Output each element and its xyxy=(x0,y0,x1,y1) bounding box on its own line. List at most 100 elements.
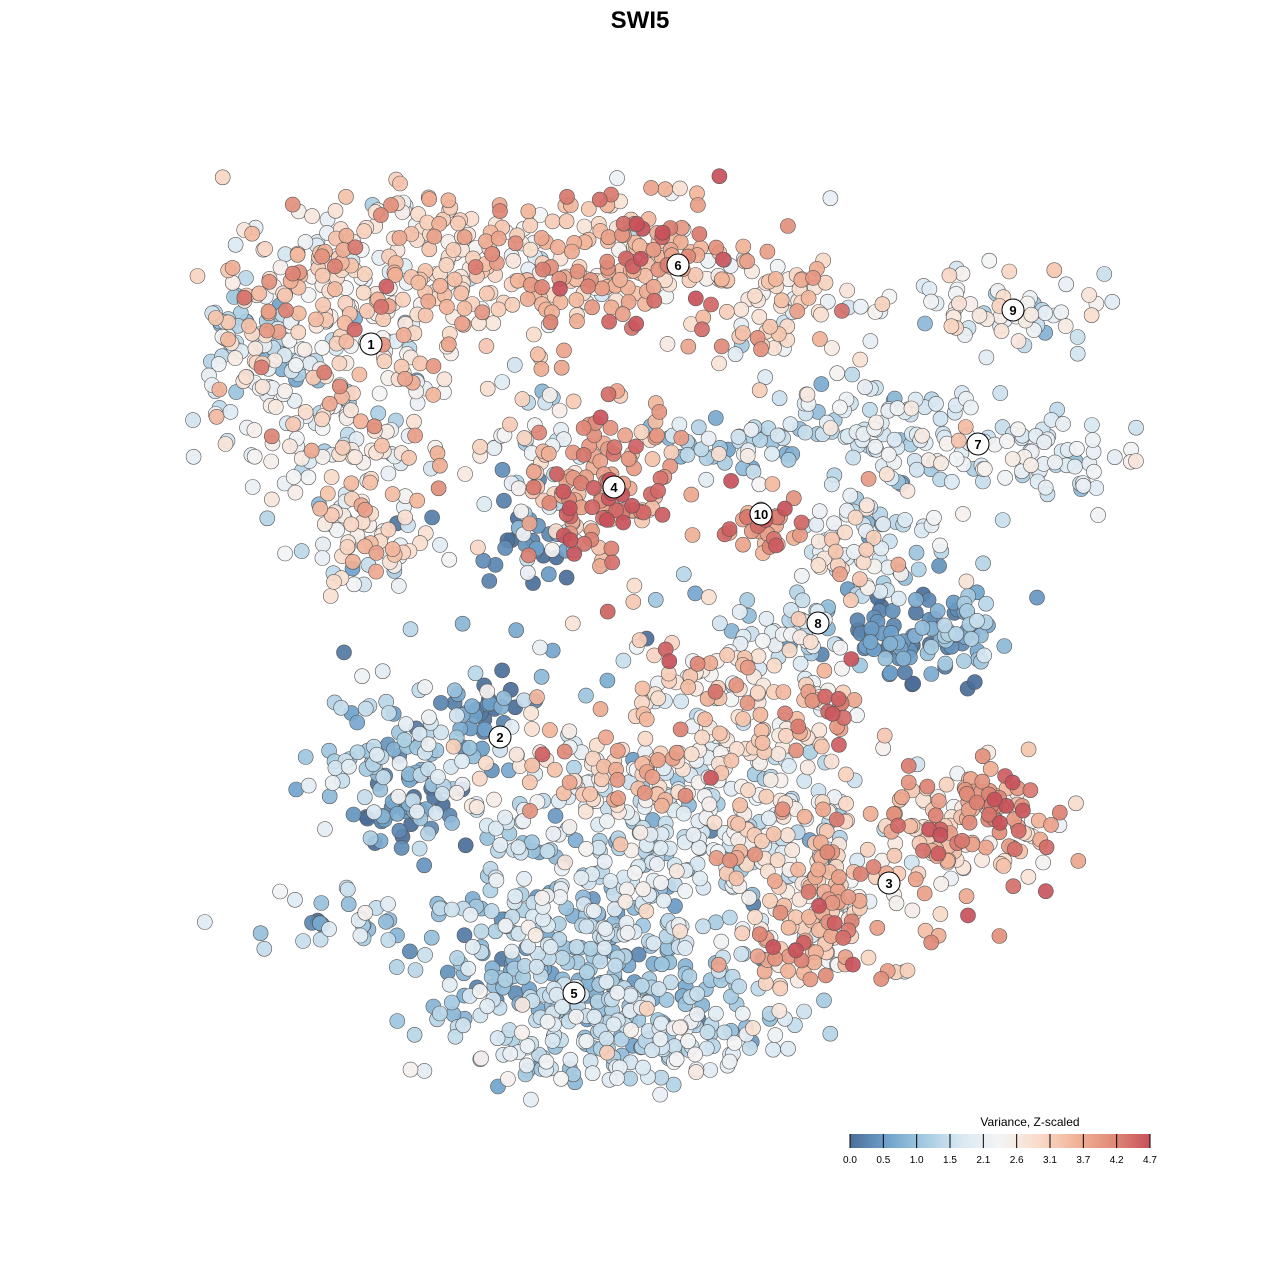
cell-point xyxy=(244,225,260,242)
cell-point xyxy=(612,271,628,288)
cell-point xyxy=(699,1024,716,1040)
cell-point xyxy=(539,1013,556,1030)
cell-point xyxy=(762,318,779,335)
cell-point xyxy=(747,846,763,863)
cell-point xyxy=(687,290,704,307)
cell-point xyxy=(766,657,783,674)
colorbar-tick-label: 4.7 xyxy=(1143,1155,1157,1166)
cell-point xyxy=(357,700,374,717)
cell-point xyxy=(454,615,471,632)
cell-point xyxy=(626,865,643,881)
cell-point xyxy=(407,427,423,444)
cell-point xyxy=(573,870,590,886)
cell-point xyxy=(932,410,949,427)
cell-point xyxy=(719,647,736,663)
cell-point xyxy=(976,647,993,664)
cell-point xyxy=(703,296,719,313)
cell-point xyxy=(932,906,949,922)
cell-point xyxy=(354,668,370,685)
cluster-label-1: 1 xyxy=(359,332,383,356)
cluster-badge xyxy=(602,475,626,499)
cluster-number: 9 xyxy=(1009,303,1016,318)
cell-point xyxy=(575,420,592,436)
cell-point xyxy=(347,239,364,256)
cell-point xyxy=(433,724,449,741)
cell-point xyxy=(352,413,369,430)
cell-point xyxy=(1036,434,1052,451)
cell-point xyxy=(974,773,991,790)
cell-point xyxy=(1006,841,1023,858)
cell-point xyxy=(761,810,777,827)
cell-point xyxy=(423,929,440,946)
cell-point xyxy=(391,822,408,839)
cell-point xyxy=(733,301,750,318)
cell-point xyxy=(657,181,674,197)
cell-point xyxy=(727,346,744,363)
cell-point xyxy=(632,250,649,267)
cell-point xyxy=(503,943,520,960)
cell-point xyxy=(599,1044,616,1061)
cluster-number: 3 xyxy=(885,876,892,891)
cell-point xyxy=(417,947,433,963)
cell-point xyxy=(840,889,857,905)
cluster-number: 8 xyxy=(814,616,821,631)
cell-point xyxy=(549,466,565,482)
cell-point xyxy=(860,471,877,487)
cell-point xyxy=(502,1045,519,1062)
cell-point xyxy=(650,483,666,499)
cell-point xyxy=(576,218,593,235)
cell-point xyxy=(525,326,542,343)
cell-point xyxy=(824,895,841,911)
cell-point xyxy=(285,416,301,433)
cell-point xyxy=(259,510,276,527)
cell-point xyxy=(327,258,343,275)
cell-point xyxy=(479,380,496,397)
colorbar-legend: Variance, Z-scaled 0.0 0.5 1.0 1.5 2.1 2.6 3.1… xyxy=(843,1115,1157,1166)
cell-point xyxy=(398,716,414,732)
cell-point xyxy=(488,820,504,837)
cell-point xyxy=(314,339,331,356)
cell-point xyxy=(391,230,408,246)
cell-point xyxy=(832,399,848,416)
cell-point xyxy=(456,229,473,245)
cell-point xyxy=(448,784,465,801)
cell-point xyxy=(1086,463,1102,480)
cell-point xyxy=(391,755,408,772)
cell-point xyxy=(790,611,807,627)
cell-point xyxy=(936,617,953,634)
cell-point xyxy=(252,925,269,942)
cell-point xyxy=(762,772,779,788)
cell-point xyxy=(577,803,594,820)
cell-point xyxy=(425,358,442,374)
cell-point xyxy=(765,826,782,842)
cell-point xyxy=(351,366,368,383)
cell-point xyxy=(880,446,897,463)
cell-point xyxy=(374,437,390,454)
cell-point xyxy=(610,790,626,807)
cell-point xyxy=(905,675,922,692)
cell-point xyxy=(955,506,971,522)
cell-point xyxy=(874,296,891,313)
cell-point xyxy=(1069,345,1086,362)
cell-point xyxy=(355,284,372,301)
cell-point xyxy=(343,402,359,419)
cell-point xyxy=(758,788,775,805)
cell-point xyxy=(824,705,841,722)
cell-point xyxy=(697,711,713,728)
cell-point xyxy=(859,841,876,858)
cell-point xyxy=(917,315,933,332)
cell-point xyxy=(278,302,294,319)
cell-point xyxy=(282,438,298,455)
cell-point xyxy=(313,895,330,911)
cell-point xyxy=(652,1031,669,1047)
cell-point xyxy=(189,268,206,284)
cell-point xyxy=(1046,262,1063,279)
cell-point xyxy=(700,430,717,447)
cell-point xyxy=(259,322,275,339)
cell-point xyxy=(578,687,594,704)
cell-point xyxy=(431,1005,448,1022)
cell-point xyxy=(628,315,645,332)
cell-point xyxy=(409,803,425,820)
cell-point xyxy=(478,755,494,772)
cell-point xyxy=(982,761,999,777)
